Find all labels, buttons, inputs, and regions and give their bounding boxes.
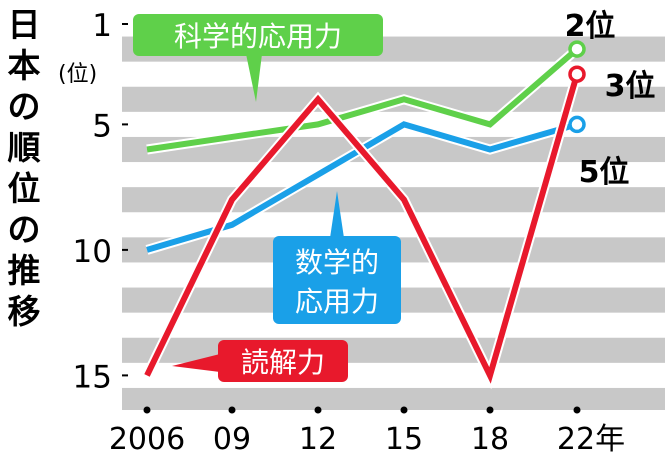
series-end-marker <box>568 40 586 58</box>
series-line-reading <box>144 73 580 384</box>
legend-pointer-science <box>246 54 262 102</box>
x-tick-label: 09 <box>213 422 251 457</box>
grid-band <box>122 387 665 410</box>
grid-bands <box>122 36 665 410</box>
y-tick-label: 10 <box>73 234 112 270</box>
legend-label-science: 科学的応用力 <box>174 20 342 53</box>
chart-title: 日 本 の 順 位 の 推 移 <box>6 4 42 332</box>
legend-label-math-line2: 応用力 <box>295 285 379 318</box>
series-end-marker <box>568 65 586 83</box>
series-lines <box>142 40 586 390</box>
title-char: 順 <box>7 128 41 167</box>
x-tick-dot <box>228 406 236 414</box>
legend-box-science <box>133 14 383 56</box>
x-tick-dot <box>314 406 322 414</box>
series-end-marker <box>568 115 586 134</box>
series-line-science <box>146 46 579 153</box>
title-char: 位 <box>7 169 41 208</box>
title-char: 本 <box>7 46 41 85</box>
y-tick-label: 1 <box>92 8 112 44</box>
x-axis: 2006 09 12 15 18 22年 <box>109 406 625 457</box>
x-tick-label: 15 <box>385 422 423 457</box>
x-tick-label: 22年 <box>557 422 625 457</box>
end-label-reading: 3位 <box>605 69 656 104</box>
x-tick-dot <box>486 406 494 414</box>
end-labels: 2位 5位 3位 <box>565 9 656 190</box>
y-tick-label: 15 <box>73 359 112 395</box>
legend-label-math-line1: 数学的 <box>295 246 379 279</box>
end-label-science: 2位 <box>565 9 616 44</box>
series-line-outline <box>142 72 582 390</box>
x-tick-dot <box>400 406 408 414</box>
legend-pointer-math <box>330 191 344 238</box>
y-tick-label: 5 <box>92 108 112 144</box>
x-tick-dot <box>573 406 581 414</box>
end-label-math: 5位 <box>579 155 630 190</box>
title-char: の <box>7 87 41 126</box>
x-tick-label: 12 <box>299 422 337 457</box>
legend-pointer-reading <box>172 354 220 372</box>
x-tick-label: 18 <box>471 422 509 457</box>
title-char: 推 <box>7 251 41 290</box>
title-char: 移 <box>7 292 41 331</box>
legend-box-math <box>273 236 401 324</box>
legend-label-reading: 読解力 <box>241 346 325 379</box>
x-tick-dot <box>143 406 151 414</box>
title-char: の <box>7 210 41 249</box>
y-unit-label: (位) <box>58 62 98 87</box>
title-char: 日 <box>7 5 41 44</box>
legend-box-reading <box>218 340 348 382</box>
x-tick-label: 2006 <box>109 422 185 457</box>
